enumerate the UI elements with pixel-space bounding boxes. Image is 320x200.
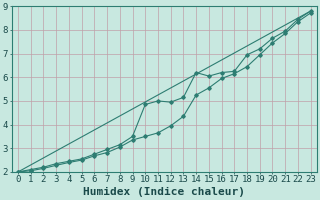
X-axis label: Humidex (Indice chaleur): Humidex (Indice chaleur) bbox=[83, 187, 245, 197]
